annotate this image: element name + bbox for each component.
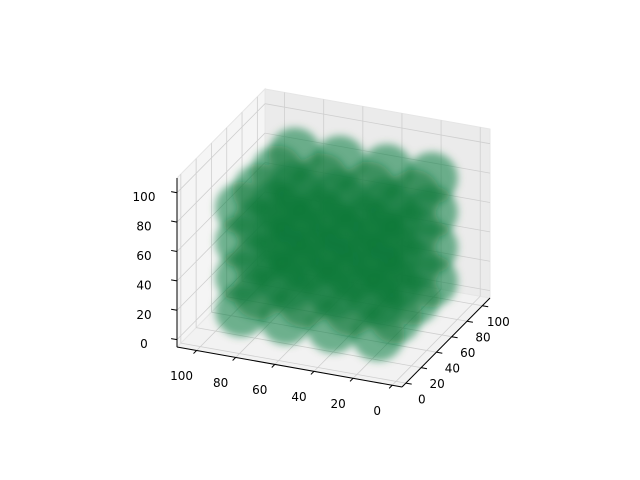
y-tick-label: 20 bbox=[429, 377, 444, 391]
x-tick bbox=[193, 350, 197, 354]
x-tick bbox=[388, 384, 393, 389]
y-axis bbox=[401, 297, 491, 388]
grid-line bbox=[391, 295, 481, 386]
point bbox=[360, 144, 413, 197]
x-tick-label: 100 bbox=[170, 369, 193, 383]
z-tick-label: 100 bbox=[133, 190, 156, 204]
x-tick-label: 20 bbox=[330, 397, 345, 411]
z-tick-label: 80 bbox=[136, 220, 151, 234]
z-tick-label: 20 bbox=[136, 308, 151, 322]
x-tick-label: 80 bbox=[213, 376, 228, 390]
y-tick-label: 40 bbox=[445, 362, 460, 376]
x-tick-label: 40 bbox=[291, 390, 306, 404]
points bbox=[215, 127, 458, 362]
grid-line bbox=[176, 132, 266, 223]
x-tick-label: 0 bbox=[373, 404, 381, 418]
z-tick-label: 60 bbox=[136, 249, 151, 263]
y-tick bbox=[482, 305, 489, 308]
grid-line bbox=[180, 342, 406, 384]
x-tick bbox=[232, 357, 237, 361]
x-tick bbox=[310, 370, 315, 375]
point bbox=[313, 135, 366, 188]
y-tick-label: 0 bbox=[418, 393, 426, 407]
z-tick-label: 40 bbox=[136, 278, 151, 292]
y-tick bbox=[421, 367, 428, 370]
z-tick bbox=[171, 308, 178, 311]
x-tick-label: 60 bbox=[252, 383, 267, 397]
grid-line bbox=[264, 103, 491, 145]
z-tick bbox=[171, 220, 178, 223]
y-tick bbox=[436, 351, 443, 354]
x-tick bbox=[349, 377, 354, 382]
y-tick-label: 80 bbox=[475, 331, 490, 345]
z-tick bbox=[171, 279, 178, 282]
y-tick bbox=[405, 382, 412, 385]
y-tick-label: 100 bbox=[487, 315, 510, 329]
z-tick-label: 0 bbox=[140, 337, 148, 351]
z-tick bbox=[171, 191, 178, 194]
z-tick bbox=[171, 338, 178, 341]
grid-line bbox=[176, 103, 266, 193]
x-axis bbox=[176, 346, 403, 388]
y-tick-label: 60 bbox=[460, 346, 475, 360]
y-tick bbox=[466, 320, 474, 323]
y-tick bbox=[451, 336, 458, 339]
point bbox=[268, 127, 321, 180]
x-tick bbox=[271, 364, 276, 368]
point bbox=[405, 152, 458, 205]
z-tick bbox=[171, 249, 178, 252]
